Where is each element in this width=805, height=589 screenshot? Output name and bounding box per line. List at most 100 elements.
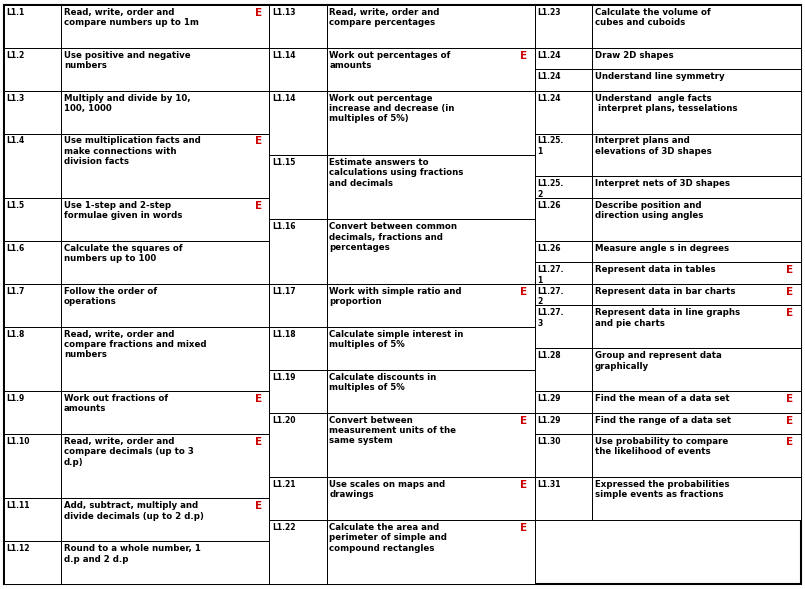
Text: L1.12: L1.12	[6, 544, 30, 553]
Bar	[61, 327, 270, 391]
Bar	[535, 198, 592, 241]
Bar	[592, 434, 801, 477]
Text: Measure angle s in degrees: Measure angle s in degrees	[595, 244, 729, 253]
Text: Calculate the volume of
cubes and cuboids: Calculate the volume of cubes and cuboid…	[595, 8, 710, 27]
Bar	[327, 48, 535, 91]
Bar	[592, 477, 801, 520]
Text: Expressed the probabilities
simple events as fractions: Expressed the probabilities simple event…	[595, 480, 729, 499]
Text: Use multiplication facts and
make connections with
division facts: Use multiplication facts and make connec…	[64, 137, 200, 166]
Bar	[270, 219, 327, 284]
Text: Represent data in bar charts: Represent data in bar charts	[595, 287, 735, 296]
Bar	[535, 262, 592, 284]
Text: L1.11: L1.11	[6, 501, 30, 511]
Bar	[592, 284, 801, 305]
Text: Describe position and
direction using angles: Describe position and direction using an…	[595, 201, 703, 220]
Text: E: E	[786, 308, 794, 318]
Text: L1.6: L1.6	[6, 244, 25, 253]
Text: Work out percentage
increase and decrease (in
multiples of 5%): Work out percentage increase and decreas…	[329, 94, 455, 123]
Bar	[4, 241, 61, 284]
Bar	[270, 155, 327, 219]
Bar	[592, 177, 801, 198]
Text: L1.1: L1.1	[6, 8, 25, 16]
Bar	[327, 91, 535, 155]
Bar	[270, 327, 327, 370]
Text: Round to a whole number, 1
d.p and 2 d.p: Round to a whole number, 1 d.p and 2 d.p	[64, 544, 200, 564]
Bar	[4, 434, 61, 498]
Bar	[535, 348, 592, 391]
Text: L1.14: L1.14	[272, 51, 295, 59]
Bar	[61, 5, 270, 48]
Bar	[592, 262, 801, 284]
Bar	[4, 498, 61, 541]
Text: L1.7: L1.7	[6, 287, 25, 296]
Text: Work out percentages of
amounts: Work out percentages of amounts	[329, 51, 451, 70]
Text: E: E	[520, 480, 527, 490]
Bar	[327, 412, 535, 477]
Text: Read, write, order and
compare decimals (up to 3
d.p): Read, write, order and compare decimals …	[64, 437, 194, 466]
Bar	[61, 48, 270, 91]
Bar	[592, 198, 801, 241]
Text: Work out fractions of
amounts: Work out fractions of amounts	[64, 394, 168, 413]
Text: L1.10: L1.10	[6, 437, 30, 446]
Text: Calculate the squares of
numbers up to 100: Calculate the squares of numbers up to 1…	[64, 244, 183, 263]
Text: Follow the order of
operations: Follow the order of operations	[64, 287, 157, 306]
Bar	[592, 412, 801, 434]
Bar	[592, 5, 801, 48]
Text: L1.4: L1.4	[6, 137, 25, 145]
Bar	[61, 198, 270, 241]
Bar	[4, 391, 61, 434]
Bar	[4, 48, 61, 91]
Text: Read, write, order and
compare percentages: Read, write, order and compare percentag…	[329, 8, 440, 27]
Text: Use scales on maps and
drawings: Use scales on maps and drawings	[329, 480, 445, 499]
Text: L1.29: L1.29	[537, 415, 561, 425]
Text: L1.25.
1: L1.25. 1	[537, 137, 564, 156]
Bar	[592, 305, 801, 348]
Text: L1.8: L1.8	[6, 330, 25, 339]
Bar	[535, 477, 592, 520]
Text: L1.23: L1.23	[537, 8, 561, 16]
Bar	[61, 498, 270, 541]
Text: Calculate discounts in
multiples of 5%: Calculate discounts in multiples of 5%	[329, 373, 436, 392]
Text: L1.24: L1.24	[537, 51, 561, 59]
Text: Read, write, order and
compare fractions and mixed
numbers: Read, write, order and compare fractions…	[64, 330, 206, 359]
Bar	[535, 91, 592, 134]
Text: L1.15: L1.15	[272, 158, 295, 167]
Bar	[4, 541, 61, 584]
Text: L1.27.
3: L1.27. 3	[537, 308, 564, 327]
Bar	[535, 177, 592, 198]
Text: L1.24: L1.24	[537, 94, 561, 102]
Bar	[535, 284, 592, 305]
Text: L1.27.
2: L1.27. 2	[537, 287, 564, 306]
Text: Use probability to compare
the likelihood of events: Use probability to compare the likelihoo…	[595, 437, 728, 456]
Text: L1.14: L1.14	[272, 94, 295, 102]
Text: L1.24: L1.24	[537, 72, 561, 81]
Text: L1.9: L1.9	[6, 394, 25, 403]
Text: Interpret plans and
elevations of 3D shapes: Interpret plans and elevations of 3D sha…	[595, 137, 712, 156]
Text: E: E	[520, 287, 527, 297]
Bar	[270, 91, 327, 155]
Text: E: E	[255, 501, 262, 511]
Text: L1.31: L1.31	[537, 480, 561, 489]
Text: L1.13: L1.13	[272, 8, 295, 16]
Text: Use 1-step and 2-step
formulae given in words: Use 1-step and 2-step formulae given in …	[64, 201, 182, 220]
Text: E: E	[255, 394, 262, 404]
Text: L1.21: L1.21	[272, 480, 295, 489]
Bar	[270, 370, 327, 412]
Text: Represent data in tables: Represent data in tables	[595, 265, 715, 274]
Bar	[535, 48, 592, 69]
Bar	[535, 5, 592, 48]
Bar	[4, 284, 61, 327]
Text: E: E	[786, 437, 794, 447]
Text: Estimate answers to
calculations using fractions
and decimals: Estimate answers to calculations using f…	[329, 158, 464, 188]
Text: E: E	[255, 437, 262, 447]
Text: Interpret nets of 3D shapes: Interpret nets of 3D shapes	[595, 180, 729, 188]
Text: Multiply and divide by 10,
100, 1000: Multiply and divide by 10, 100, 1000	[64, 94, 191, 113]
Bar	[592, 91, 801, 134]
Text: Convert between
measurement units of the
same system: Convert between measurement units of the…	[329, 415, 456, 445]
Bar	[4, 198, 61, 241]
Bar	[327, 477, 535, 520]
Text: Understand  angle facts
 interpret plans, tesselations: Understand angle facts interpret plans, …	[595, 94, 737, 113]
Text: Use positive and negative
numbers: Use positive and negative numbers	[64, 51, 191, 70]
Text: L1.22: L1.22	[272, 523, 295, 532]
Text: E: E	[520, 523, 527, 533]
